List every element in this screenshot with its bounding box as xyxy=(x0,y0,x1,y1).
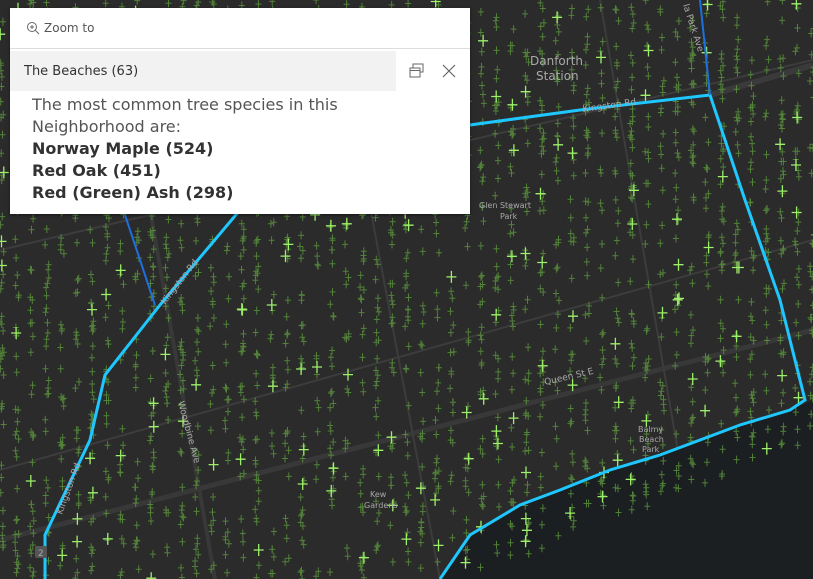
label-station: Station xyxy=(536,69,579,83)
label-woodbine: Woodbine Ave xyxy=(175,400,201,465)
dock-button[interactable] xyxy=(408,62,426,80)
zoom-to-label: Zoom to xyxy=(44,21,95,35)
popup-content: The most common tree species in this Nei… xyxy=(32,94,362,204)
lake-water xyxy=(440,400,813,579)
label-glen-park: Park xyxy=(500,212,518,221)
label-balmy: Balmy xyxy=(638,425,663,434)
zoom-to-button[interactable]: Zoom to xyxy=(10,8,470,49)
species-item: Red Oak (451) xyxy=(32,161,161,180)
highway-shield-number: 2 xyxy=(38,549,44,559)
zoom-in-icon xyxy=(27,22,40,35)
label-kew: Kew xyxy=(370,490,387,499)
label-gardens: Gardens xyxy=(364,501,398,510)
label-glen-stewart: Glen Stewart xyxy=(479,201,531,210)
highway-shield xyxy=(35,546,47,558)
adjacent-boundary xyxy=(124,0,711,306)
popup-intro: The most common tree species in this Nei… xyxy=(32,95,338,136)
label-kingston-top: Kingston Rd xyxy=(582,98,637,115)
label-beach: Beach xyxy=(639,435,664,444)
label-danforth: Danforth xyxy=(530,54,583,68)
label-balmy-park: Park xyxy=(642,445,660,454)
close-button[interactable] xyxy=(440,62,458,80)
popup-title: The Beaches (63) xyxy=(10,51,396,91)
dock-icon xyxy=(409,63,424,78)
popup: Zoom to The Beaches (63) The most common… xyxy=(10,8,470,214)
species-item: Red (Green) Ash (298) xyxy=(32,183,234,202)
close-icon xyxy=(442,64,456,78)
species-item: Norway Maple (524) xyxy=(32,139,214,158)
